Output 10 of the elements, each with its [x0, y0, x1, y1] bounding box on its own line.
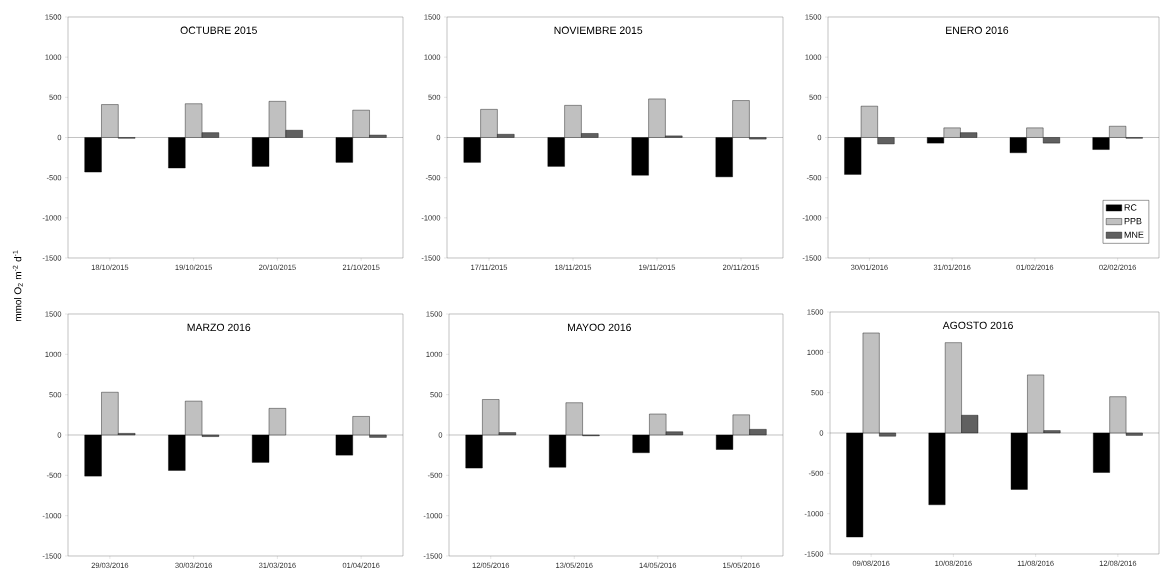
- legend-label: PPB: [1124, 218, 1142, 225]
- text: NOVIEMBRE 2015: [554, 26, 643, 34]
- y-axis-title: mmol O$_{2}$ m$^{-2}$ d$^{-1}$: [12, 250, 23, 322]
- text: MARZO 2016: [187, 323, 251, 332]
- text: OCTUBRE 2015: [180, 26, 257, 34]
- legend-label: MNE: [1124, 231, 1144, 238]
- text: AGOSTO 2016: [942, 321, 1013, 330]
- text: ENERO 2016: [946, 26, 1009, 34]
- text: MAYOO 2016: [567, 323, 632, 332]
- legend-label: RC: [1124, 204, 1137, 211]
